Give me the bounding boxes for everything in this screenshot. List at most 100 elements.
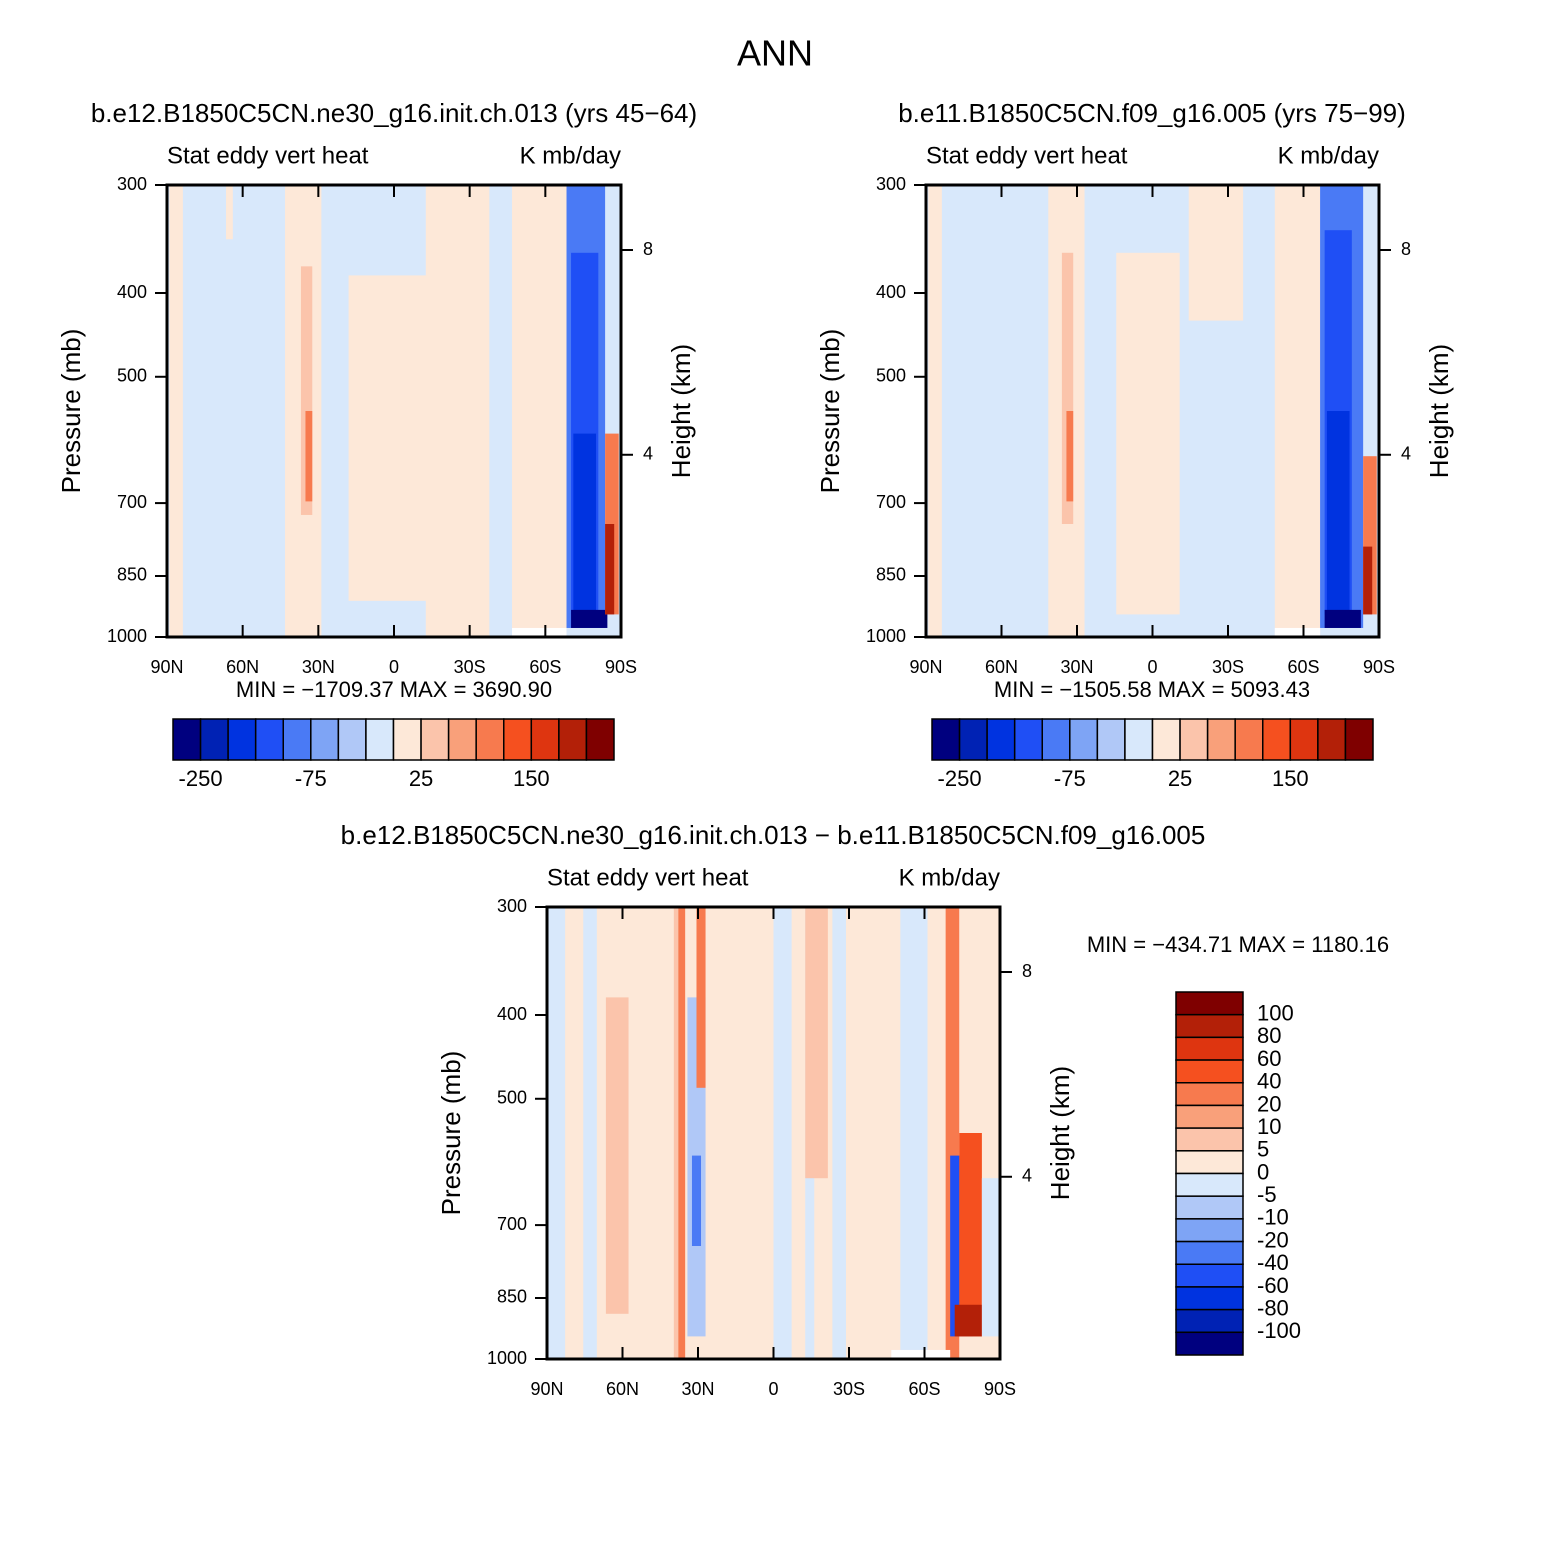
colorbar-box — [227, 718, 257, 761]
x-tick-label: 30N — [302, 657, 335, 677]
x-tick-label: 0 — [768, 1379, 778, 1399]
field — [167, 185, 621, 637]
y2-tick-label: 4 — [1401, 444, 1411, 464]
x-tick-label: 30N — [681, 1379, 714, 1399]
y2-axis-label: Height (km) — [1045, 1066, 1075, 1200]
colorbar-box — [1175, 1195, 1244, 1220]
colorbar-box — [931, 718, 961, 761]
field — [547, 907, 1000, 1359]
y-tick-label: 300 — [117, 174, 147, 194]
y-tick-label: 700 — [876, 492, 906, 512]
x-tick-label: 30S — [1212, 657, 1244, 677]
subtitle-right: K mb/day — [1278, 142, 1379, 169]
colorbar-box — [310, 718, 340, 761]
colorbar-label: -40 — [1257, 1250, 1289, 1275]
y2-axis-label: Height (km) — [666, 344, 696, 478]
subtitle-right: K mb/day — [520, 142, 621, 169]
y-tick-label: 1000 — [107, 626, 147, 646]
colorbar-box — [1175, 1263, 1244, 1288]
colorbar-box — [1151, 718, 1181, 761]
colorbar-box — [1041, 718, 1071, 761]
x-tick-label: 0 — [389, 657, 399, 677]
colorbar-box — [1013, 718, 1043, 761]
colorbar-box — [337, 718, 367, 761]
colorbar-box — [420, 718, 450, 761]
y-tick-label: 850 — [117, 565, 147, 585]
y2-axis-label: Height (km) — [1424, 344, 1454, 478]
colorbar-box — [172, 718, 202, 761]
y-axis-label: Pressure (mb) — [56, 329, 86, 494]
y-tick-label: 400 — [497, 1004, 527, 1024]
colorbar-box — [1289, 718, 1319, 761]
x-tick-label: 30S — [454, 657, 486, 677]
y-tick-label: 850 — [497, 1287, 527, 1307]
colorbar-box — [1175, 1308, 1244, 1334]
colorbar-box — [530, 718, 560, 761]
colorbar-label: -80 — [1257, 1295, 1289, 1320]
y-tick-label: 1000 — [866, 626, 906, 646]
x-tick-label: 90S — [605, 657, 637, 677]
x-tick-label: 0 — [1147, 657, 1157, 677]
colorbar-label: -60 — [1257, 1273, 1289, 1298]
colorbar-box — [1175, 1172, 1244, 1197]
colorbar-label: -75 — [1054, 766, 1086, 791]
panel-title: b.e12.B1850C5CN.ne30_g16.init.ch.013 − b… — [341, 820, 1206, 850]
x-tick-label: 60N — [606, 1379, 639, 1399]
colorbar-box — [1175, 1082, 1244, 1107]
y2-tick-label: 8 — [1022, 961, 1032, 981]
y2-tick-label: 8 — [643, 239, 653, 259]
colorbar-box — [1124, 718, 1154, 761]
panel-title: b.e12.B1850C5CN.ne30_g16.init.ch.013 (yr… — [91, 98, 697, 128]
x-tick-label: 30N — [1060, 657, 1093, 677]
x-tick-label: 60S — [529, 657, 561, 677]
colorbar-box — [1179, 718, 1209, 761]
y-tick-label: 500 — [876, 366, 906, 386]
colorbar-box — [1175, 1059, 1244, 1084]
y2-tick-label: 4 — [1022, 1166, 1032, 1186]
y-tick-label: 700 — [117, 492, 147, 512]
colorbar-box — [1175, 1286, 1244, 1311]
x-tick-label: 90S — [1363, 657, 1395, 677]
x-tick-label: 90N — [530, 1379, 563, 1399]
colorbar-label: -10 — [1257, 1205, 1289, 1230]
y2-tick-label: 8 — [1401, 239, 1411, 259]
colorbar-label: 10 — [1257, 1114, 1281, 1139]
x-tick-label: 60S — [908, 1379, 940, 1399]
colorbar-box — [1234, 718, 1264, 761]
subtitle-left: Stat eddy vert heat — [926, 142, 1128, 169]
y-tick-label: 500 — [497, 1088, 527, 1108]
colorbar-box — [1175, 1240, 1244, 1265]
x-tick-label: 90S — [984, 1379, 1016, 1399]
colorbar-box — [503, 718, 533, 761]
colorbar-box — [282, 718, 312, 761]
y2-tick-label: 4 — [643, 444, 653, 464]
x-tick-label: 60S — [1287, 657, 1319, 677]
stats: MIN = −1709.37 MAX = 3690.90 — [236, 677, 552, 702]
stats: MIN = −434.71 MAX = 1180.16 — [1087, 932, 1389, 957]
colorbar-box — [475, 718, 505, 761]
colorbar-box — [1175, 1013, 1244, 1039]
colorbar-box — [199, 718, 229, 761]
colorbar-box — [1175, 1127, 1244, 1152]
colorbar-label: 150 — [1272, 766, 1309, 791]
stats: MIN = −1505.58 MAX = 5093.43 — [994, 677, 1310, 702]
panel-title: b.e11.B1850C5CN.f09_g16.005 (yrs 75−99) — [898, 98, 1406, 128]
colorbar-box — [1175, 991, 1244, 1016]
y-axis-label: Pressure (mb) — [815, 329, 845, 494]
colorbar-box — [1096, 718, 1126, 761]
colorbar-box — [447, 718, 477, 761]
colorbar-box — [1317, 718, 1347, 761]
y-tick-label: 850 — [876, 565, 906, 585]
colorbar-label: -20 — [1257, 1227, 1289, 1252]
colorbar-box — [986, 718, 1016, 761]
colorbar-label: 150 — [513, 766, 550, 791]
x-tick-label: 30S — [833, 1379, 865, 1399]
y-tick-label: 400 — [117, 282, 147, 302]
colorbar-label: 20 — [1257, 1091, 1281, 1116]
colorbar-label: 5 — [1257, 1137, 1269, 1162]
colorbar-label: -5 — [1257, 1182, 1277, 1207]
colorbar-label: 0 — [1257, 1159, 1269, 1184]
colorbar-label: -75 — [295, 766, 327, 791]
colorbar-box — [254, 718, 284, 761]
